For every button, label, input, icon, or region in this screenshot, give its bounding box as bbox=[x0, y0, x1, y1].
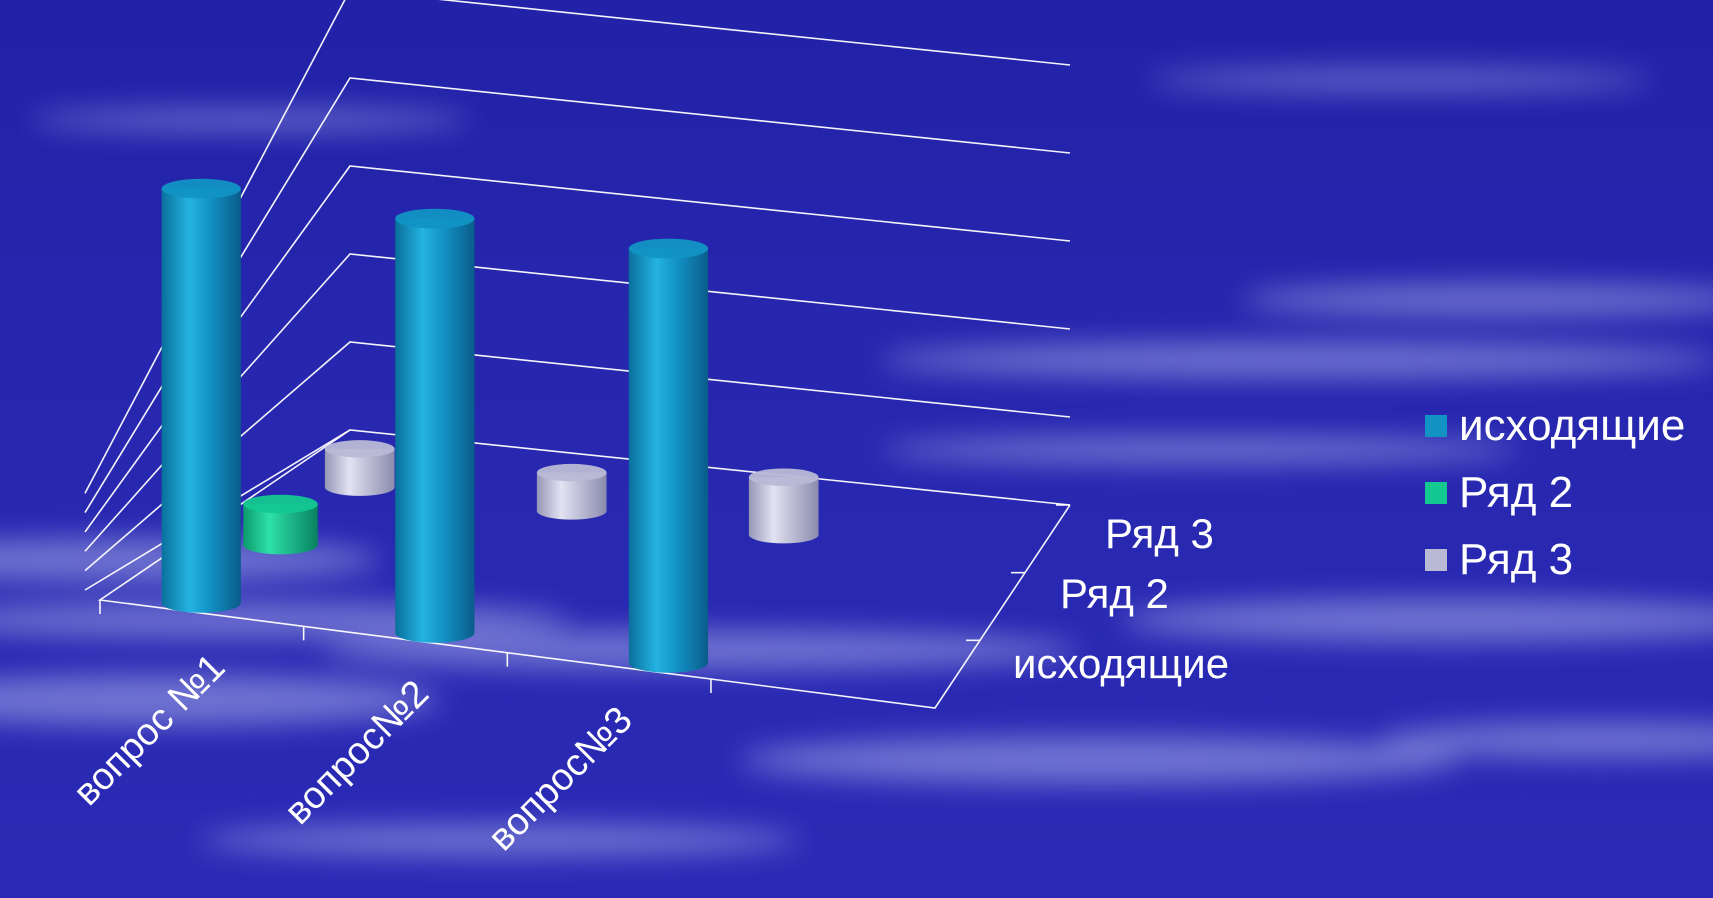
bar-0-0 bbox=[161, 178, 241, 613]
depth-label: Ряд 3 bbox=[1105, 510, 1214, 557]
legend-swatch bbox=[1425, 548, 1447, 571]
bar-2-0 bbox=[324, 440, 395, 496]
legend-label: Ряд 3 bbox=[1459, 534, 1574, 584]
bar-1-0 bbox=[243, 494, 318, 555]
legend-item: исходящие bbox=[1425, 392, 1685, 459]
bar-0-2 bbox=[628, 238, 709, 673]
legend-item: Ряд 2 bbox=[1425, 459, 1685, 526]
legend-swatch bbox=[1425, 481, 1447, 504]
legend-label: Ряд 2 bbox=[1459, 467, 1574, 517]
bar-0-1 bbox=[395, 208, 475, 643]
depth-label: исходящие bbox=[1013, 640, 1229, 687]
legend-swatch bbox=[1425, 414, 1447, 437]
chart-bars bbox=[161, 178, 819, 673]
legend: исходящие Ряд 2 Ряд 3 bbox=[1425, 392, 1685, 593]
bar-2-1 bbox=[536, 463, 607, 520]
bar-2-2 bbox=[748, 468, 819, 544]
legend-item: Ряд 3 bbox=[1425, 526, 1685, 593]
legend-label: исходящие bbox=[1459, 400, 1686, 450]
depth-labels: Ряд 3 Ряд 2 исходящие bbox=[1013, 510, 1229, 687]
depth-label: Ряд 2 bbox=[1060, 570, 1169, 617]
